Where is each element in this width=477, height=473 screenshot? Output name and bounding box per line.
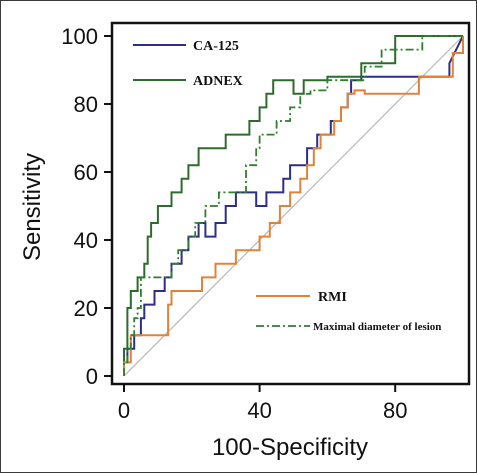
legend-label-adnex: ADNEX	[193, 74, 243, 89]
legend-bottom-right: RMI Maximal diameter of lesion	[256, 290, 441, 333]
y-tick-label: 40	[74, 228, 98, 253]
y-tick-label: 60	[74, 160, 98, 185]
y-tick-label: 80	[74, 92, 98, 117]
series-line-rmi	[123, 36, 464, 376]
legend-label-rmi: RMI	[318, 290, 347, 305]
y-tick-label: 20	[74, 296, 98, 321]
x-tick-label: 0	[118, 398, 130, 423]
y-tick-label: 0	[86, 364, 98, 389]
legend-label-max-diameter: Maximal diameter of lesion	[313, 321, 441, 333]
x-tick-label: 40	[247, 398, 271, 423]
legend-label-ca125: CA-125	[193, 39, 239, 54]
legend-top-left: CA-125 ADNEX	[133, 39, 243, 89]
y-tick-label: 100	[61, 24, 98, 49]
x-axis-ticks: 0 40 80	[118, 384, 407, 423]
y-axis-title: Sensitivity	[19, 153, 46, 261]
diagonal-reference-line	[123, 35, 464, 377]
y-axis-ticks: 0 20 40 60 80 100	[61, 24, 112, 389]
series-line-maximal-diameter-of-lesion	[123, 35, 463, 376]
x-tick-label: 80	[383, 398, 407, 423]
series-line-adnex	[123, 35, 463, 376]
x-axis-title: 100-Specificity	[212, 434, 368, 461]
series-layer	[123, 35, 464, 376]
